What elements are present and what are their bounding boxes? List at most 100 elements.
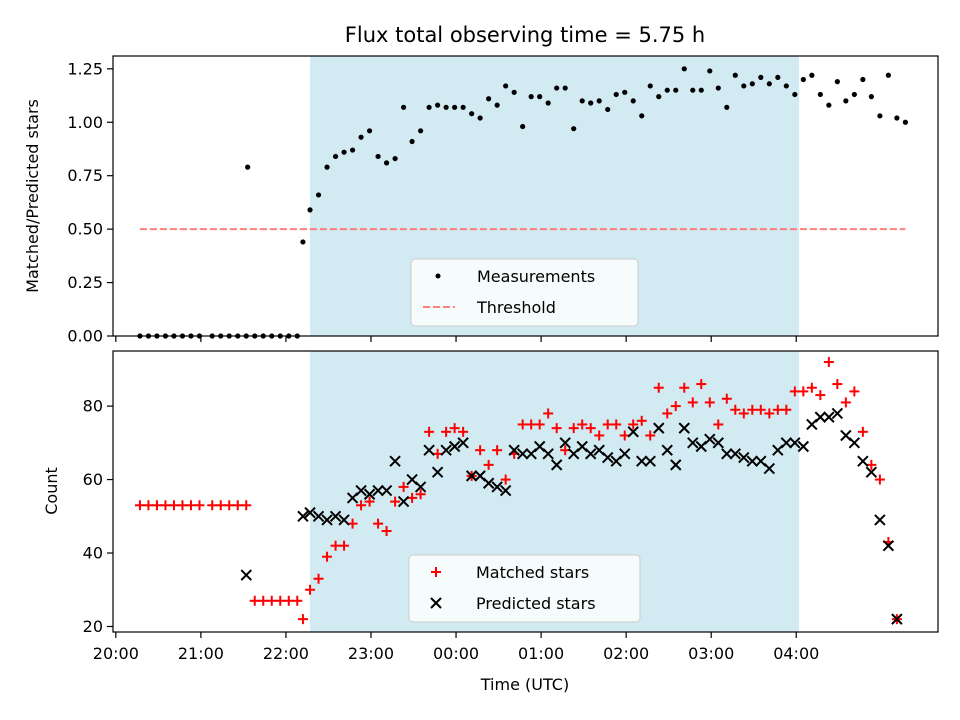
top-axes-frame — [112, 55, 939, 337]
matched-star-point — [832, 379, 843, 390]
matched-star-point — [185, 500, 196, 511]
predicted-star-stroke-b — [670, 459, 682, 471]
predicted-star-point — [874, 514, 886, 526]
measurement-point — [511, 89, 517, 95]
matched-star-point — [500, 474, 511, 485]
predicted-star-point — [372, 484, 384, 497]
predicted-star-stroke-b — [891, 613, 903, 625]
measurement-point — [860, 76, 866, 83]
measurement-point — [775, 74, 781, 80]
measurement-point — [596, 98, 602, 104]
measurement-point — [605, 106, 611, 113]
predicted-star-point — [338, 514, 350, 526]
measurement-point — [800, 76, 806, 83]
predicted-star-point — [738, 451, 750, 464]
predicted-star-stroke-b — [297, 510, 309, 523]
matched-star-point — [160, 500, 171, 511]
predicted-star-stroke-b — [508, 444, 520, 456]
bottom-legend-box — [408, 554, 641, 623]
predicted-star-stroke-b — [414, 481, 427, 493]
bottom-y-ticks: 20 40 60 80 — [83, 397, 113, 636]
measurement-point — [588, 100, 594, 106]
measurement-point — [902, 119, 908, 125]
matched-star-point — [543, 408, 554, 419]
predicted-star-stroke-b — [755, 455, 767, 467]
legend-measurements-marker — [435, 273, 441, 279]
predicted-star-stroke-b — [380, 484, 393, 497]
predicted-star-point — [763, 462, 776, 475]
matched-star-point — [747, 404, 758, 415]
matched-star-point — [415, 489, 426, 500]
predicted-star-point — [636, 455, 648, 467]
matched-star-point — [789, 386, 800, 397]
matched-star-point — [347, 518, 358, 529]
matched-star-point — [330, 540, 341, 551]
measurement-point — [885, 72, 891, 78]
predicted-star-point — [857, 455, 869, 467]
predicted-star-stroke-b — [240, 569, 252, 581]
predicted-star-stroke-b — [797, 440, 810, 453]
matched-star-point — [670, 401, 681, 412]
measurement-point — [707, 68, 713, 74]
x-tick-label: 02:00 — [603, 644, 649, 663]
matched-star-point — [653, 382, 664, 393]
predicted-star-stroke-b — [687, 437, 699, 449]
predicted-star-stroke-b — [542, 448, 554, 460]
predicted-star-point — [653, 422, 665, 434]
predicted-star-point — [627, 426, 639, 438]
y-tick-label: 0.50 — [67, 220, 103, 239]
measurement-point — [375, 153, 381, 160]
predicted-star-point — [704, 433, 716, 445]
bottom-x-ticks: 20:00 21:00 22:00 23:00 00:00 01:00 02:00 03:00… — [93, 632, 819, 663]
measurement-point — [877, 113, 883, 119]
matched-star-point — [560, 445, 571, 456]
predicted-star-point — [584, 448, 597, 460]
measurement-point — [817, 91, 823, 98]
matched-star-point — [551, 423, 562, 434]
top-panel: 0.00 0.25 0.50 0.75 1.00 1.25 Matched/Predict… — [23, 55, 939, 346]
predicted-star-stroke-b — [312, 510, 325, 523]
measurement-point — [358, 134, 364, 140]
predicted-star-stroke-b — [814, 411, 827, 423]
predicted-star-stroke-b — [576, 440, 588, 453]
predicted-star-stroke-b — [559, 437, 571, 449]
predicted-star-point — [397, 495, 410, 508]
x-tick-label: 23:00 — [348, 644, 394, 663]
predicted-star-stroke-b — [619, 448, 631, 460]
matched-star-point — [866, 459, 877, 470]
predicted-star-stroke-b — [338, 514, 350, 526]
matched-star-point — [636, 415, 647, 426]
predicted-star-point — [508, 444, 520, 456]
predicted-star-point — [797, 440, 810, 453]
matched-star-point — [772, 404, 783, 415]
predicted-star-stroke-b — [363, 488, 376, 500]
predicted-star-stroke-b — [729, 448, 742, 460]
measurement-point — [332, 153, 339, 160]
predicted-star-point — [482, 477, 495, 489]
measurement-point — [307, 207, 313, 213]
measurement-point — [698, 87, 704, 93]
matched-star-point — [283, 595, 294, 606]
matched-star-point — [577, 419, 588, 430]
matched-star-point — [151, 500, 162, 511]
matched-star-point — [738, 408, 749, 419]
measurement-point — [715, 85, 721, 91]
bottom-axes-frame — [112, 350, 939, 633]
measurement-point — [426, 104, 432, 110]
matched-star-point — [534, 419, 545, 430]
predicted-star-stroke-b — [678, 422, 690, 434]
measurement-point — [300, 239, 306, 245]
measurement-point — [579, 98, 585, 104]
predicted-star-point — [321, 514, 333, 526]
predicted-star-stroke-b — [465, 470, 478, 482]
predicted-star-stroke-b — [644, 455, 656, 467]
measurement-point — [366, 128, 373, 134]
predicted-star-stroke-b — [304, 506, 316, 519]
matched-star-point — [874, 474, 885, 485]
predicted-star-point — [712, 437, 724, 449]
legend-predicted-label: Predicted stars — [476, 594, 596, 613]
measurement-point — [826, 102, 832, 108]
measurement-point — [418, 128, 424, 134]
predicted-star-point — [882, 539, 895, 552]
predicted-star-stroke-b — [704, 433, 716, 445]
